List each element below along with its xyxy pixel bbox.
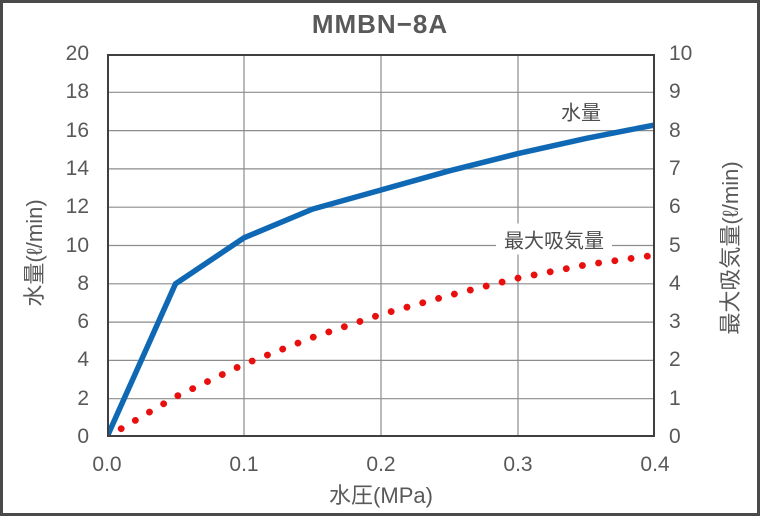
y-right-tick-0: 0 [669, 425, 681, 448]
x-tick-0.1: 0.1 [229, 453, 259, 476]
series-line-max-air-intake [107, 251, 655, 437]
series-label-max-air-intake: 最大吸気量 [496, 223, 612, 255]
plot-frame [107, 54, 655, 437]
y-left-tick-10: 10 [65, 233, 89, 257]
y-left-tick-2: 2 [77, 386, 89, 410]
y-left-tick-16: 16 [65, 118, 89, 142]
plot-canvas [107, 54, 655, 437]
y-right-tick-10: 10 [669, 42, 693, 65]
y-left-tick-18: 18 [65, 80, 89, 104]
y-right-tick-8: 8 [669, 118, 681, 142]
plot-area [107, 54, 655, 437]
y-right-tick-9: 9 [669, 80, 681, 104]
chart-title: MMBN−8A [311, 9, 449, 39]
x-tick-0.3: 0.3 [503, 453, 533, 476]
y-left-tick-0: 0 [77, 425, 89, 448]
x-tick-0.4: 0.4 [640, 453, 670, 476]
y-right-tick-2: 2 [669, 348, 681, 372]
y-left-tick-4: 4 [77, 348, 89, 372]
y-right-tick-3: 3 [669, 310, 681, 334]
y-axis-left-title: 水量(ℓ/min) [22, 199, 47, 307]
series-line-water-volume [107, 122, 655, 437]
y-right-tick-4: 4 [669, 271, 681, 295]
x-tick-0.0: 0.0 [92, 453, 122, 476]
y-right-tick-1: 1 [669, 386, 681, 410]
x-tick-0.2: 0.2 [366, 453, 396, 476]
y-left-tick-20: 20 [65, 42, 89, 65]
y-right-tick-6: 6 [669, 195, 681, 219]
x-axis-title: 水圧(MPa) [329, 483, 433, 508]
y-axis-right-title: 最大吸気量(ℓ/min) [718, 161, 743, 335]
y-right-tick-7: 7 [669, 156, 681, 180]
y-left-tick-14: 14 [65, 156, 89, 180]
y-left-tick-8: 8 [77, 271, 89, 295]
y-right-tick-5: 5 [669, 233, 681, 257]
y-left-tick-6: 6 [77, 310, 89, 334]
series-label-water-volume: 水量 [561, 102, 601, 125]
y-left-tick-12: 12 [65, 195, 89, 219]
